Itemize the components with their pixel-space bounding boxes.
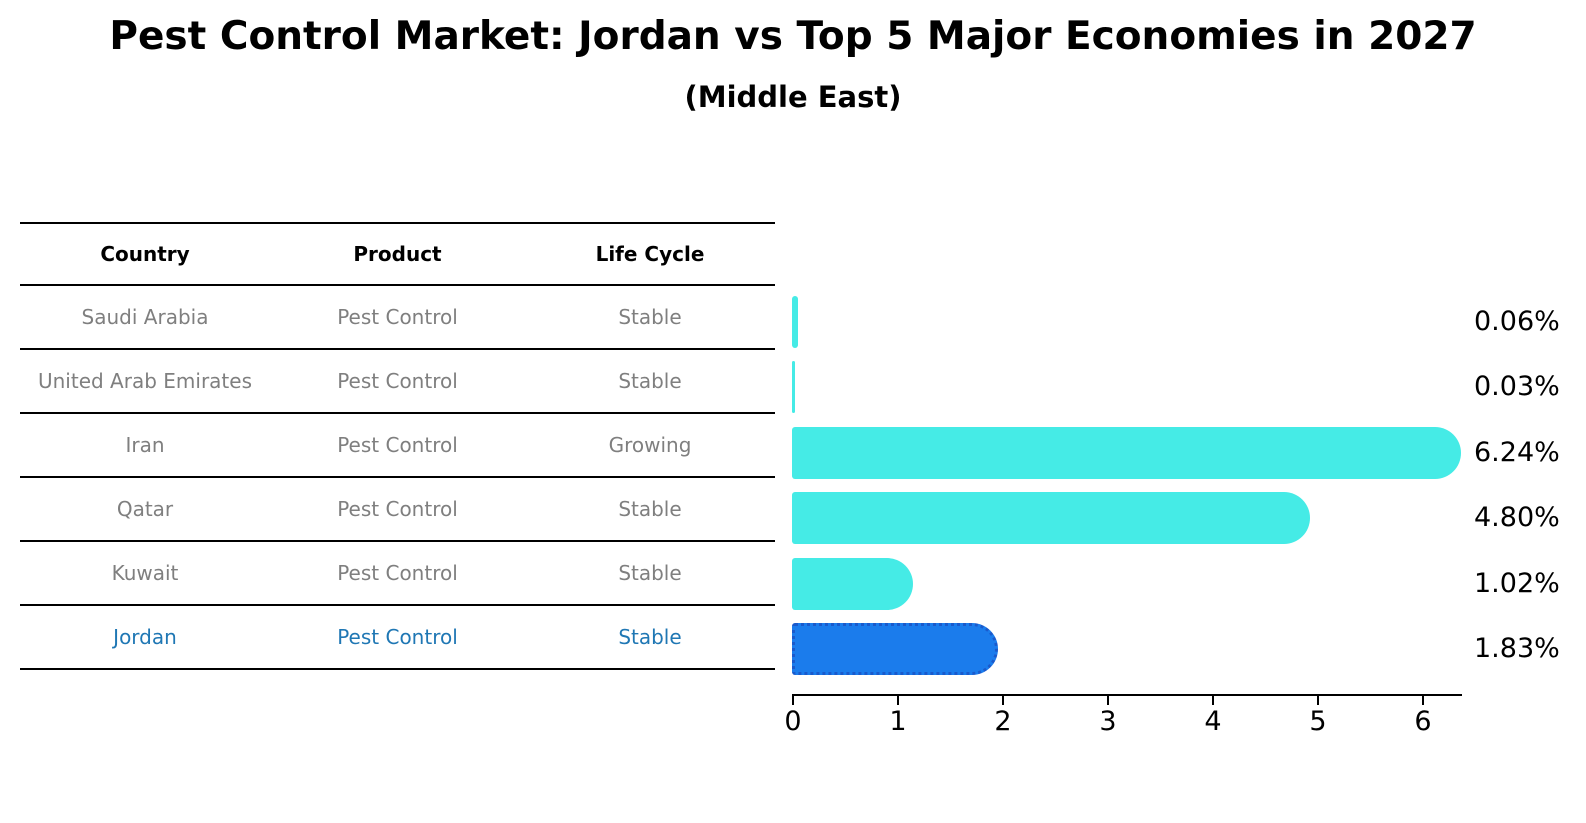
table-row-kuwait: Kuwait Pest Control Stable	[20, 542, 775, 606]
value-label-qatar: 4.80%	[1474, 502, 1560, 533]
x-tick-mark-0	[792, 696, 794, 705]
value-label-kuwait: 1.02%	[1474, 568, 1560, 599]
table-row-uae: United Arab Emirates Pest Control Stable	[20, 350, 775, 414]
table-row-iran: Iran Pest Control Growing	[20, 414, 775, 478]
country-table: Country Product Life Cycle Saudi Arabia …	[20, 222, 775, 670]
x-tick-mark-5	[1317, 696, 1319, 705]
x-tick-label-5: 5	[1309, 706, 1327, 737]
cell-life-cycle: Stable	[618, 561, 682, 585]
cell-product: Pest Control	[337, 369, 458, 393]
bar-saudi-arabia	[792, 296, 799, 348]
bar-uae	[792, 361, 796, 413]
cell-country: Kuwait	[111, 561, 179, 585]
x-tick-label-2: 2	[994, 706, 1012, 737]
value-label-uae: 0.03%	[1474, 371, 1560, 402]
cell-life-cycle: Stable	[618, 497, 682, 521]
cell-product: Pest Control	[337, 625, 458, 649]
x-tick-label-4: 4	[1204, 706, 1222, 737]
x-tick-label-1: 1	[889, 706, 907, 737]
x-tick-mark-4	[1212, 696, 1214, 705]
x-tick-label-3: 3	[1099, 706, 1117, 737]
x-tick-label-0: 0	[784, 706, 802, 737]
cell-life-cycle: Growing	[608, 433, 692, 457]
value-label-saudi-arabia: 0.06%	[1474, 306, 1560, 337]
x-axis-line	[792, 694, 1462, 696]
cell-product: Pest Control	[337, 305, 458, 329]
column-header-product: Product	[353, 242, 442, 266]
x-tick-mark-2	[1002, 696, 1004, 705]
value-label-jordan: 1.83%	[1474, 633, 1560, 664]
cell-life-cycle: Stable	[618, 305, 682, 329]
bar-jordan	[792, 623, 999, 675]
chart-subtitle: (Middle East)	[684, 80, 902, 114]
cell-product: Pest Control	[337, 497, 458, 521]
cell-life-cycle: Stable	[618, 369, 682, 393]
x-tick-mark-6	[1422, 696, 1424, 705]
bar-qatar	[792, 492, 1310, 544]
cell-country: Qatar	[116, 497, 174, 521]
table-row-jordan: Jordan Pest Control Stable	[20, 606, 775, 670]
cell-country: Saudi Arabia	[81, 305, 209, 329]
bar-kuwait	[792, 558, 914, 610]
value-label-iran: 6.24%	[1474, 437, 1560, 468]
cell-product: Pest Control	[337, 433, 458, 457]
x-tick-mark-3	[1107, 696, 1109, 705]
chart-title: Pest Control Market: Jordan vs Top 5 Maj…	[109, 14, 1477, 59]
cell-country: United Arab Emirates	[37, 369, 252, 393]
column-header-country: Country	[100, 242, 190, 266]
cell-country: Iran	[125, 433, 165, 457]
bar-iran	[792, 427, 1462, 479]
table-row-qatar: Qatar Pest Control Stable	[20, 478, 775, 542]
table-header-row: Country Product Life Cycle	[20, 224, 775, 286]
column-header-life-cycle: Life Cycle	[595, 242, 705, 266]
cell-country: Jordan	[113, 625, 177, 649]
cell-life-cycle: Stable	[618, 625, 682, 649]
x-tick-label-6: 6	[1414, 706, 1432, 737]
x-tick-mark-1	[897, 696, 899, 705]
table-row-saudi-arabia: Saudi Arabia Pest Control Stable	[20, 286, 775, 350]
cell-product: Pest Control	[337, 561, 458, 585]
